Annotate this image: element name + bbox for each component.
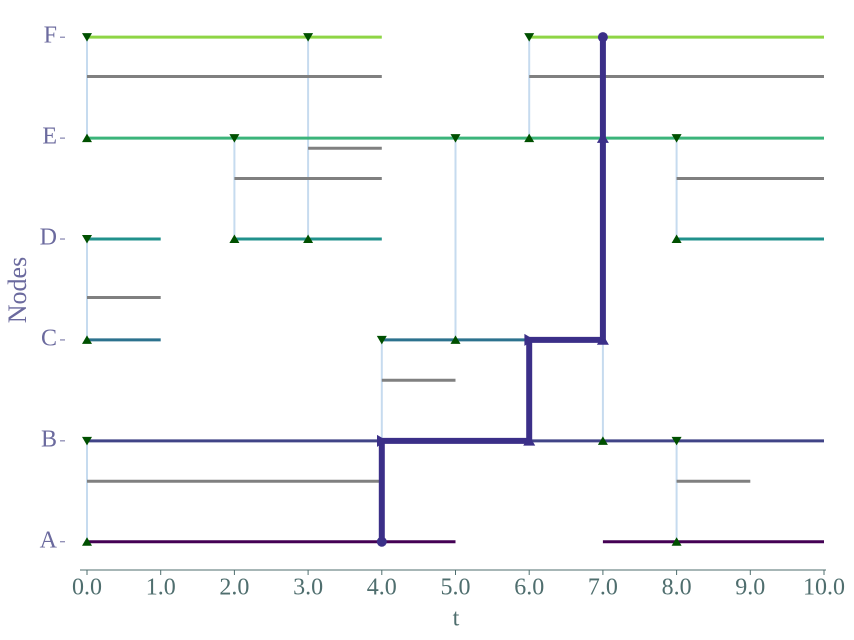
x-tick-label: 3.0 [293, 575, 323, 601]
x-tick-label: 4.0 [367, 575, 397, 601]
path-marker [596, 132, 609, 143]
x-tick-label: 5.0 [441, 575, 471, 601]
x-tick-label: 9.0 [735, 575, 765, 601]
event-marker [524, 33, 535, 42]
path-marker [376, 536, 387, 547]
path-marker [377, 434, 388, 447]
event-marker [303, 234, 314, 244]
event-marker [82, 436, 92, 446]
event-marker [229, 134, 240, 143]
path-marker [596, 334, 609, 345]
x-tick-label: 6.0 [514, 575, 544, 601]
event-marker [524, 133, 535, 143]
x-tick-label: 10.0 [803, 575, 845, 601]
y-tick-label: B [41, 426, 57, 452]
event-marker [450, 335, 461, 344]
event-marker [229, 234, 240, 244]
path-marker [597, 32, 608, 43]
y-axis-label: Nodes [3, 257, 32, 323]
event-marker [82, 133, 92, 143]
y-tick-label: C [41, 325, 57, 351]
event-marker [82, 537, 92, 546]
y-tick-label: E [42, 124, 57, 150]
event-marker [450, 134, 461, 143]
path-marker [523, 435, 536, 446]
x-axis-label: t [453, 606, 460, 632]
x-tick-label: 7.0 [588, 575, 618, 601]
event-marker [671, 134, 682, 143]
event-marker [671, 436, 682, 446]
event-marker [671, 234, 682, 244]
x-tick-label: 2.0 [219, 575, 249, 601]
event-marker [82, 235, 92, 244]
event-marker [671, 537, 682, 546]
x-tick-label: 0.0 [72, 575, 102, 601]
event-marker [82, 335, 92, 344]
path-marker [524, 333, 535, 346]
x-tick-label: 1.0 [146, 575, 176, 601]
y-tick-label: A [40, 527, 58, 553]
event-marker [82, 33, 92, 42]
event-marker [597, 436, 608, 445]
event-marker [376, 335, 387, 345]
y-tick-label: F [44, 23, 57, 49]
x-tick-label: 8.0 [662, 575, 692, 601]
journey-path [378, 37, 606, 542]
y-tick-label: D [40, 225, 57, 251]
event-marker [303, 33, 314, 42]
